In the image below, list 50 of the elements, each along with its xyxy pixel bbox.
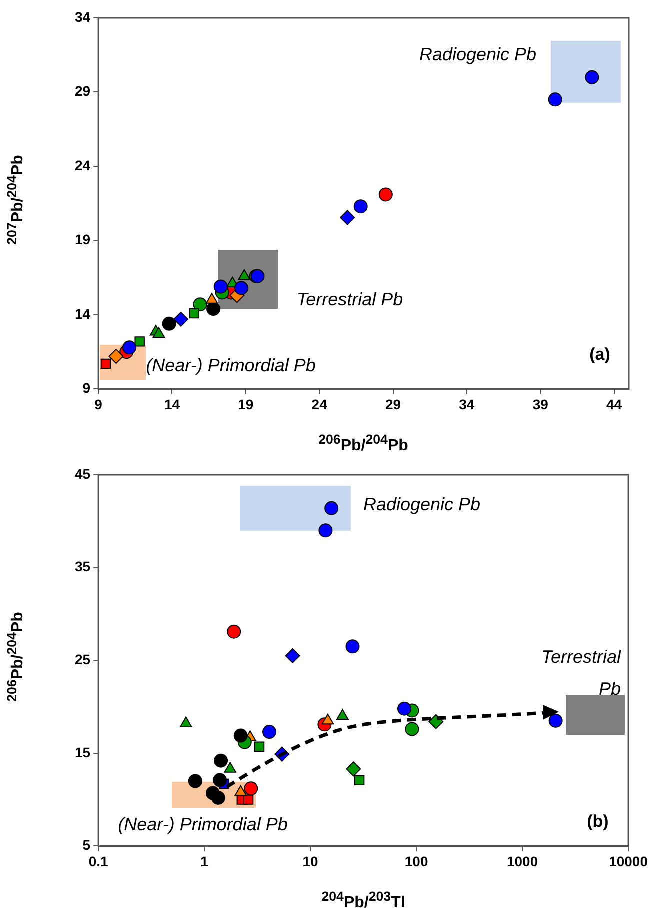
x-tick-label: 44 — [606, 396, 622, 412]
y-tick-label: 5 — [82, 837, 91, 854]
y-tick-label: 25 — [74, 651, 91, 668]
point — [193, 298, 208, 312]
annotation: (Near-) Primordial Pb — [118, 814, 288, 836]
y-tick-label: 9 — [82, 380, 91, 396]
y-tick-label: 19 — [74, 232, 91, 248]
annotation: Radiogenic Pb — [363, 494, 481, 516]
x-tick-label: 100 — [404, 853, 428, 870]
point — [174, 312, 189, 327]
point — [214, 280, 228, 294]
annotation: (Near-) Primordial Pb — [146, 356, 316, 376]
y-tick-label: 14 — [74, 306, 91, 322]
x-tick-label: 9 — [94, 396, 103, 412]
y-tick-label: 34 — [74, 8, 91, 25]
y-tick-label: 35 — [74, 558, 91, 575]
annotation: (b) — [587, 812, 609, 832]
x-axis-title: $^{206}$Pb/$^{204}$Pb — [318, 432, 410, 455]
point — [378, 188, 393, 202]
annotation: (a) — [590, 345, 610, 365]
x-tick-label: 34 — [459, 396, 475, 412]
point — [354, 200, 368, 214]
x-tick-label: 14 — [164, 396, 180, 412]
x-tick-label: 24 — [312, 396, 328, 412]
x-tick-label: 29 — [385, 396, 402, 412]
annotation: Radiogenic Pb — [419, 44, 537, 66]
x-tick-label: 10000 — [609, 853, 648, 870]
x-tick-label: 1 — [200, 853, 209, 870]
x-tick-label: 0.1 — [88, 853, 109, 870]
point — [234, 281, 248, 296]
y-tick-label: 24 — [74, 157, 91, 174]
point — [162, 316, 176, 331]
point — [134, 336, 145, 347]
y-tick-label: 29 — [74, 83, 91, 100]
x-tick-label: 19 — [238, 396, 254, 412]
x-tick-label: 10 — [302, 853, 319, 870]
annotation: Terrestrial Pb — [540, 646, 621, 701]
x-tick-label: 39 — [532, 396, 549, 412]
point — [189, 308, 200, 319]
y-tick-label: 45 — [74, 466, 91, 482]
point — [340, 210, 356, 226]
x-axis-title: $^{204}$Pb/$^{203}$Tl — [320, 888, 406, 912]
point — [585, 70, 600, 84]
annotation: Terrestrial Pb — [296, 290, 404, 310]
x-tick-label: 1000 — [506, 853, 538, 870]
point — [206, 302, 220, 316]
y-tick-label: 15 — [74, 744, 91, 760]
point — [100, 358, 112, 370]
point — [122, 340, 137, 355]
point — [548, 92, 562, 107]
